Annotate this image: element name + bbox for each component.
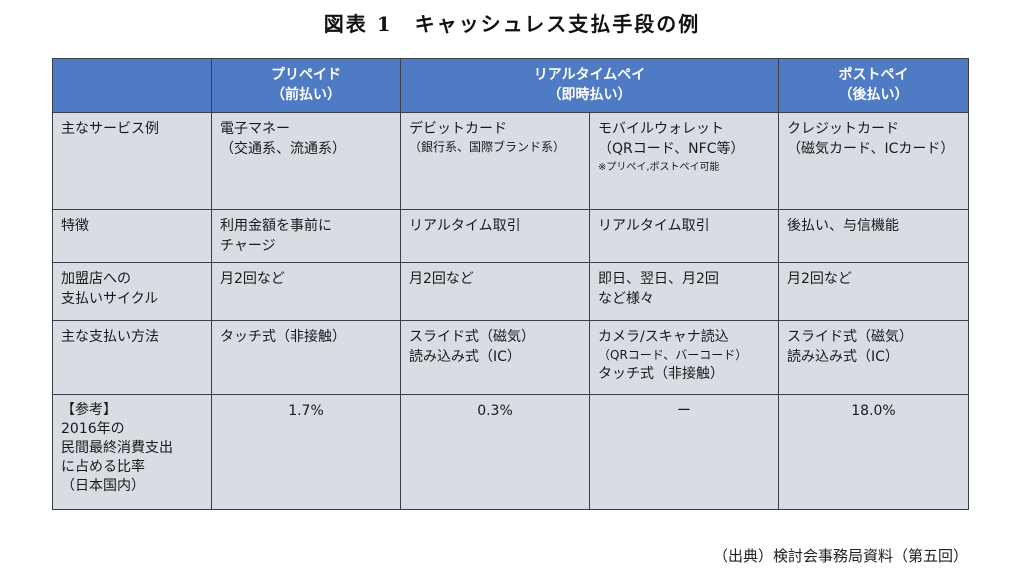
figure-title: 図表 1 キャッシュレス支払手段の例 bbox=[323, 12, 701, 36]
cell-prepaid-ratio: 1.7% bbox=[211, 394, 401, 510]
cell-debit-method: スライド式（磁気） 読み込み式（IC） bbox=[400, 320, 590, 395]
table-header-row: プリペイド （前払い） リアルタイムペイ （即時払い） ポストペイ （後払い） bbox=[52, 58, 969, 113]
cell-mobile-cycle: 即日、翌日、月2回 など様々 bbox=[589, 262, 779, 321]
header-postpay: ポストペイ （後払い） bbox=[778, 58, 969, 113]
cell-debit-cycle: 月2回など bbox=[400, 262, 590, 321]
cell-debit-service: デビットカード （銀行系、国際ブランド系） bbox=[400, 112, 590, 210]
header-blank bbox=[52, 58, 212, 113]
cell-postpay-ratio: 18.0% bbox=[778, 394, 969, 510]
table-row: 加盟店への 支払いサイクル 月2回など 月2回など 即日、翌日、月2回 など様々… bbox=[52, 262, 969, 321]
cell-debit-ratio: 0.3% bbox=[400, 394, 590, 510]
cell-debit-feature: リアルタイム取引 bbox=[400, 209, 590, 263]
cell-mobile-service: モバイルウォレット （QRコード、NFC等） ※プリペイ,ポストペイ可能 bbox=[589, 112, 779, 210]
table-row: 【参考】 2016年の 民間最終消費支出 に占める比率 （日本国内） 1.7% … bbox=[52, 394, 969, 510]
header-prepaid: プリペイド （前払い） bbox=[211, 58, 401, 113]
table-row: 主なサービス例 電子マネー （交通系、流通系） デビットカード （銀行系、国際ブ… bbox=[52, 112, 969, 210]
payment-methods-table: プリペイド （前払い） リアルタイムペイ （即時払い） ポストペイ （後払い） … bbox=[52, 58, 969, 510]
source-caption: （出典）検討会事務局資料（第五回） bbox=[712, 547, 968, 565]
cell-postpay-service: クレジットカード （磁気カード、ICカード） bbox=[778, 112, 969, 210]
cell-prepaid-service: 電子マネー （交通系、流通系） bbox=[211, 112, 401, 210]
cell-mobile-feature: リアルタイム取引 bbox=[589, 209, 779, 263]
cell-postpay-method: スライド式（磁気） 読み込み式（IC） bbox=[778, 320, 969, 395]
row-label-reference-ratio: 【参考】 2016年の 民間最終消費支出 に占める比率 （日本国内） bbox=[52, 394, 212, 510]
cell-postpay-cycle: 月2回など bbox=[778, 262, 969, 321]
mobile-wallet-note: ※プリペイ,ポストペイ可能 bbox=[598, 162, 720, 173]
row-label-merchant-cycle: 加盟店への 支払いサイクル bbox=[52, 262, 212, 321]
cell-prepaid-method: タッチ式（非接触） bbox=[211, 320, 401, 395]
header-realtime-pay: リアルタイムペイ （即時払い） bbox=[400, 58, 779, 113]
cell-postpay-feature: 後払い、与信機能 bbox=[778, 209, 969, 263]
table-row: 主な支払い方法 タッチ式（非接触） スライド式（磁気） 読み込み式（IC） カメ… bbox=[52, 320, 969, 395]
cell-prepaid-cycle: 月2回など bbox=[211, 262, 401, 321]
row-label-service-examples: 主なサービス例 bbox=[52, 112, 212, 210]
cell-prepaid-feature: 利用金額を事前に チャージ bbox=[211, 209, 401, 263]
cell-mobile-method: カメラ/スキャナ読込 （QRコード、バーコード） タッチ式（非接触） bbox=[589, 320, 779, 395]
row-label-features: 特徴 bbox=[52, 209, 212, 263]
table-row: 特徴 利用金額を事前に チャージ リアルタイム取引 リアルタイム取引 後払い、与… bbox=[52, 209, 969, 263]
row-label-payment-methods: 主な支払い方法 bbox=[52, 320, 212, 395]
cell-mobile-ratio: ー bbox=[589, 394, 779, 510]
